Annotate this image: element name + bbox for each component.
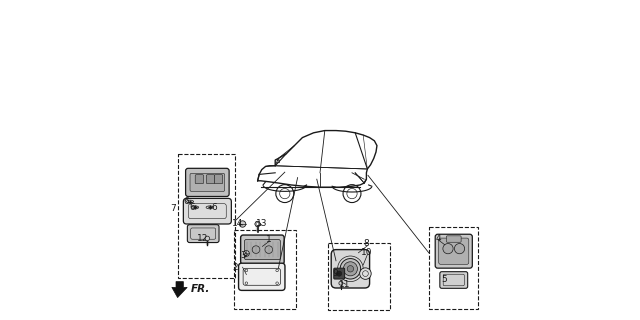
Text: 11: 11 [339, 280, 351, 289]
Circle shape [337, 271, 342, 276]
FancyBboxPatch shape [195, 175, 204, 184]
Ellipse shape [192, 206, 198, 209]
FancyBboxPatch shape [184, 198, 232, 224]
Circle shape [347, 266, 353, 272]
FancyBboxPatch shape [186, 168, 229, 196]
Text: 13: 13 [256, 219, 268, 228]
FancyBboxPatch shape [190, 173, 225, 191]
FancyBboxPatch shape [244, 240, 280, 260]
Circle shape [454, 244, 465, 254]
Text: 8: 8 [364, 239, 369, 248]
FancyBboxPatch shape [447, 236, 461, 242]
Circle shape [343, 262, 357, 276]
Bar [429, 227, 479, 309]
Text: FR.: FR. [191, 284, 210, 294]
Text: 10: 10 [361, 248, 372, 257]
FancyBboxPatch shape [439, 238, 468, 264]
FancyBboxPatch shape [241, 235, 284, 264]
Circle shape [265, 246, 273, 253]
Circle shape [339, 281, 343, 285]
Circle shape [360, 268, 371, 279]
FancyBboxPatch shape [440, 272, 468, 288]
Ellipse shape [206, 206, 213, 209]
Text: 1: 1 [266, 236, 271, 244]
Text: 7: 7 [171, 204, 176, 212]
Text: 2: 2 [232, 263, 237, 272]
Text: 4: 4 [436, 234, 441, 243]
Text: 12: 12 [196, 234, 208, 243]
Text: 6: 6 [184, 197, 189, 206]
FancyBboxPatch shape [188, 225, 219, 243]
FancyBboxPatch shape [214, 175, 223, 184]
Circle shape [239, 221, 246, 227]
FancyBboxPatch shape [435, 234, 472, 268]
Text: 5: 5 [441, 275, 447, 284]
Bar [178, 154, 236, 278]
Circle shape [252, 246, 260, 253]
Bar [328, 243, 390, 310]
Text: 14: 14 [232, 219, 244, 228]
Circle shape [443, 244, 453, 254]
Text: 3: 3 [240, 251, 246, 260]
Polygon shape [172, 282, 187, 298]
Ellipse shape [187, 200, 193, 203]
FancyBboxPatch shape [334, 268, 344, 279]
FancyBboxPatch shape [332, 250, 370, 288]
FancyBboxPatch shape [239, 263, 285, 291]
Bar [234, 230, 296, 309]
Text: 9: 9 [333, 269, 338, 278]
Circle shape [205, 236, 210, 241]
Circle shape [340, 259, 361, 279]
Text: 6: 6 [211, 203, 216, 212]
FancyBboxPatch shape [206, 175, 215, 184]
Circle shape [243, 251, 250, 256]
Text: 6: 6 [189, 203, 195, 212]
